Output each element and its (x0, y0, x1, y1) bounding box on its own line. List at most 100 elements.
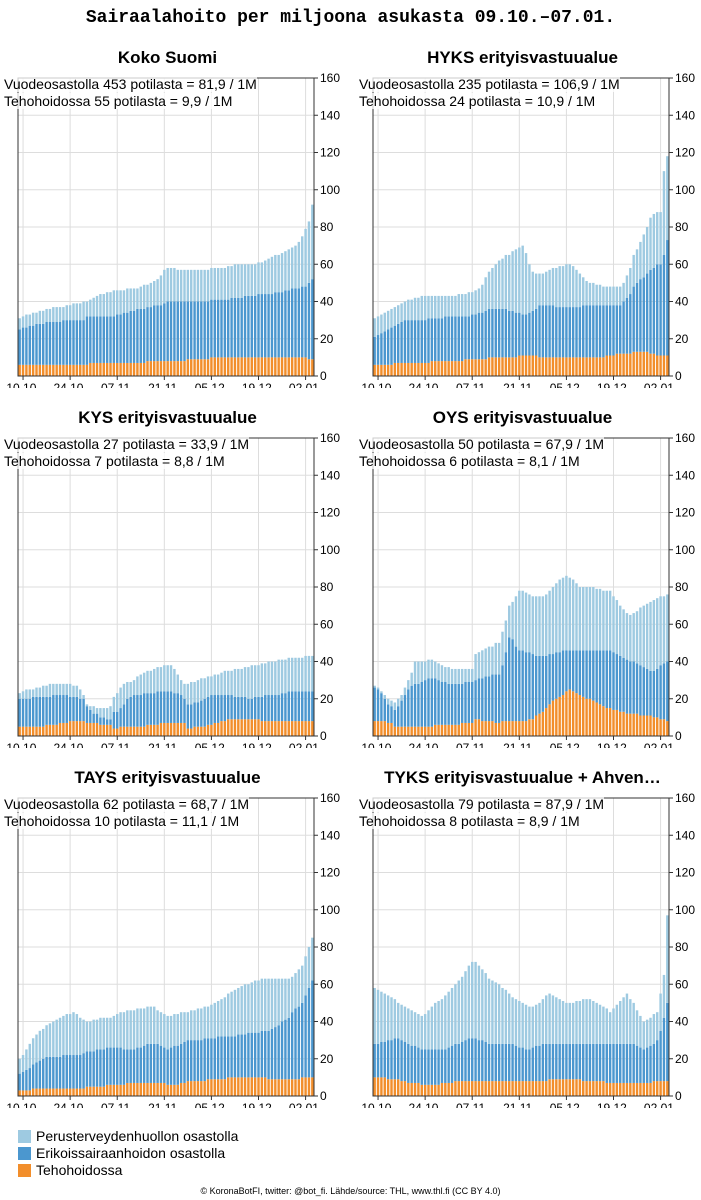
icu-bar (407, 1082, 410, 1096)
primary-care-bar (159, 275, 163, 306)
specialized-care-bar (649, 269, 652, 354)
y-tick-label: 80 (320, 220, 334, 234)
specialized-care-bar (548, 654, 551, 705)
icu-bar (605, 355, 608, 376)
specialized-care-bar (383, 331, 386, 365)
icu-bar (237, 357, 240, 377)
specialized-care-bar (243, 295, 247, 358)
primary-care-bar (301, 965, 304, 1003)
specialized-care-bar (642, 667, 645, 716)
icu-bar (662, 1081, 666, 1096)
icu-bar (102, 724, 105, 736)
icu-bar (555, 1079, 558, 1096)
primary-care-bar (642, 1021, 645, 1050)
primary-care-bar (450, 668, 454, 684)
specialized-care-bar (129, 1049, 132, 1083)
specialized-care-bar (227, 299, 230, 358)
panel-title: Koko Suomi (117, 48, 218, 67)
specialized-care-bar (625, 659, 629, 714)
primary-care-bar (95, 295, 99, 317)
primary-care-bar (257, 665, 260, 697)
specialized-care-bar (42, 696, 45, 727)
icu-bar (163, 1082, 166, 1096)
primary-care-bar (136, 288, 139, 309)
primary-care-bar (38, 310, 42, 324)
specialized-care-bar (89, 1051, 92, 1087)
specialized-care-bar (561, 1043, 565, 1080)
primary-care-bar (277, 978, 280, 1026)
specialized-care-bar (454, 683, 457, 725)
icu-bar (393, 726, 397, 736)
primary-care-bar (659, 596, 662, 666)
specialized-care-bar (447, 683, 450, 725)
icu-bar (555, 357, 558, 377)
icu-bar (136, 1082, 139, 1096)
specialized-care-bar (55, 321, 58, 365)
primary-care-bar (149, 670, 153, 694)
primary-care-bar (287, 249, 290, 291)
specialized-care-bar (176, 301, 179, 362)
primary-care-bar (413, 661, 417, 684)
primary-care-bar (457, 668, 460, 684)
primary-care-bar (169, 665, 173, 692)
specialized-care-bar (58, 695, 62, 723)
specialized-care-bar (585, 650, 588, 699)
specialized-care-bar (220, 695, 223, 722)
specialized-care-bar (585, 1043, 588, 1082)
x-tick-label: 05.12. (195, 741, 228, 748)
icu-bar (632, 351, 635, 376)
y-tick-label: 60 (675, 617, 689, 631)
chart-panel-tyks: TYKS erityisvastuualue + Ahven… 0 20 40 60 8… (355, 768, 695, 1108)
icu-bar (277, 721, 280, 736)
primary-care-bar (541, 273, 545, 306)
primary-care-bar (588, 587, 592, 651)
x-tick-label: 10.10. (361, 741, 394, 748)
primary-care-bar (565, 1002, 568, 1044)
primary-care-bar (237, 264, 240, 298)
primary-care-bar (142, 1008, 146, 1046)
panel-title: TAYS erityisvastuualue (74, 768, 261, 787)
specialized-care-bar (666, 661, 669, 722)
specialized-care-bar (642, 277, 645, 352)
primary-care-bar (112, 290, 116, 317)
specialized-care-bar (75, 1055, 79, 1089)
icu-bar (380, 364, 383, 376)
specialized-care-bar (434, 318, 437, 362)
icu-bar (72, 721, 75, 736)
primary-care-bar (169, 267, 173, 302)
icu-bar (568, 689, 571, 736)
specialized-care-bar (75, 320, 79, 365)
specialized-care-bar (528, 652, 531, 720)
primary-care-bar (270, 978, 274, 1029)
x-tick-label: 07.11. (101, 1101, 133, 1108)
primary-care-bar (58, 1017, 62, 1057)
primary-care-bar (119, 687, 122, 709)
icu-bar (575, 1079, 578, 1096)
icu-bar (247, 1077, 250, 1097)
primary-care-bar (220, 672, 223, 696)
y-tick-label: 60 (675, 977, 689, 991)
primary-care-bar (230, 991, 233, 1037)
primary-care-bar (471, 668, 474, 682)
icu-bar (504, 357, 508, 377)
icu-bar (92, 362, 95, 376)
panel-title: OYS erityisvastuualue (432, 408, 613, 427)
icu-bar (484, 1081, 487, 1096)
specialized-care-bar (257, 1032, 260, 1078)
specialized-care-bar (393, 709, 397, 727)
specialized-care-bar (270, 695, 274, 722)
primary-care-bar (588, 282, 592, 306)
icu-bar (290, 721, 294, 736)
specialized-care-bar (220, 1036, 223, 1080)
primary-care-bar (561, 266, 565, 308)
icu-bar (146, 361, 149, 376)
icu-bar (119, 362, 122, 376)
specialized-care-bar (437, 1049, 440, 1085)
primary-care-bar (153, 1006, 156, 1044)
y-tick-label: 140 (675, 108, 695, 122)
icu-bar (304, 1077, 307, 1097)
primary-care-bar (92, 297, 95, 317)
x-tick-label: 07.11. (456, 1101, 488, 1108)
primary-care-bar (25, 689, 28, 699)
icu-bar (592, 1081, 595, 1096)
